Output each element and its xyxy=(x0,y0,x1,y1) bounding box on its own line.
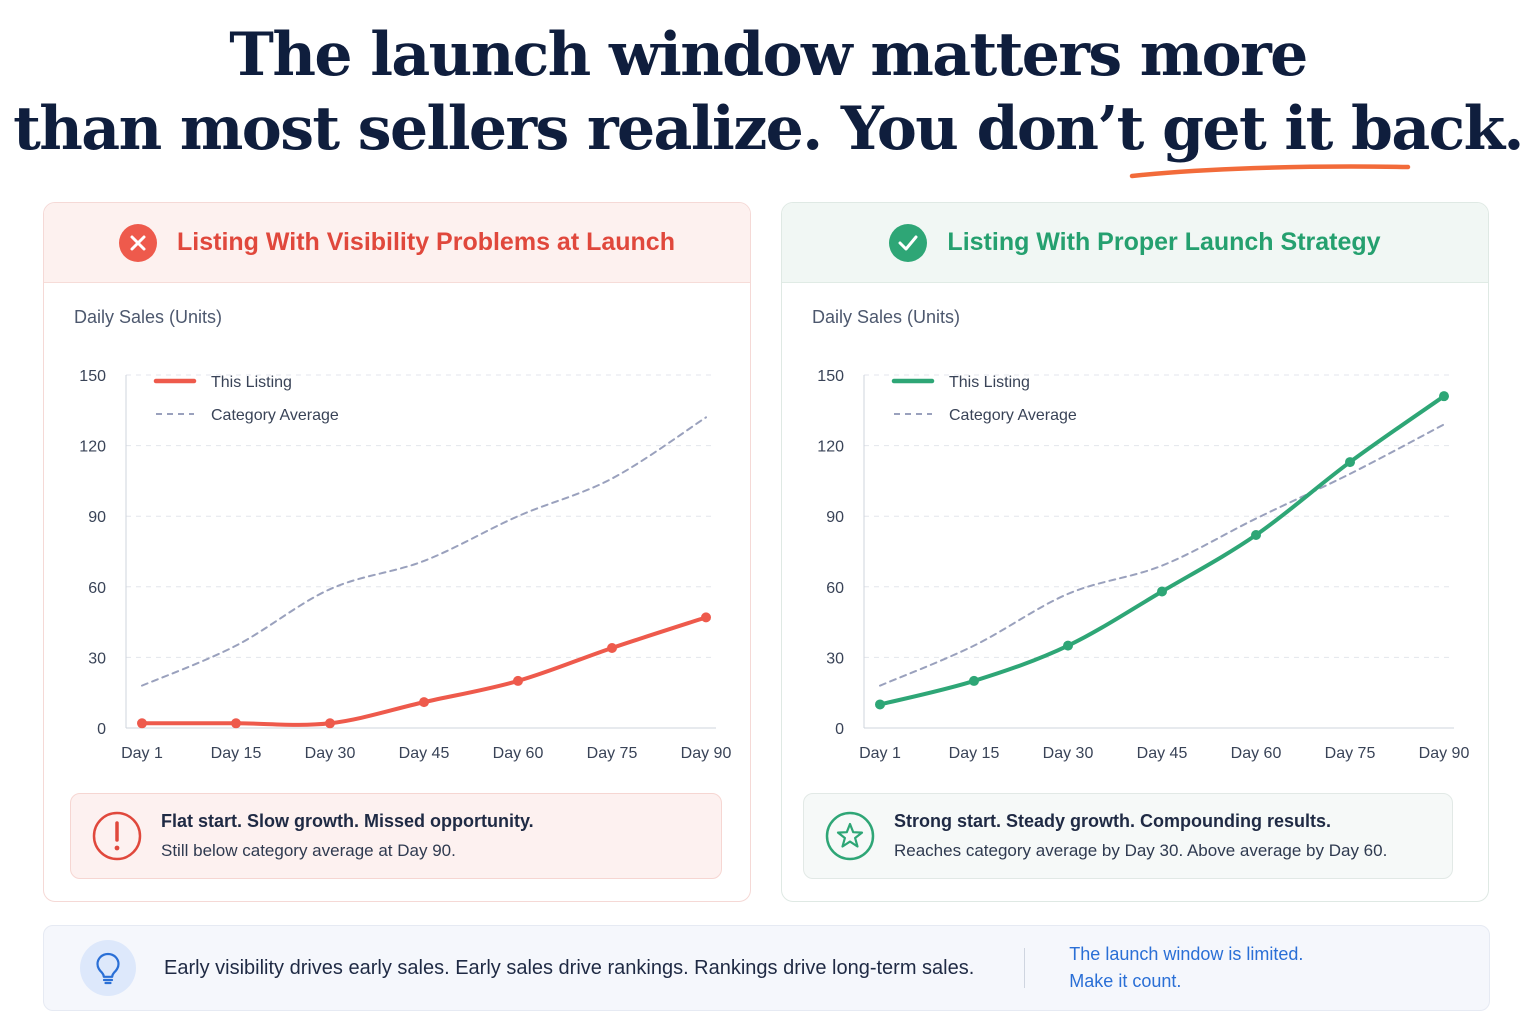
this-listing-point xyxy=(607,642,617,653)
this-listing-point xyxy=(325,718,335,729)
problem-callout: Flat start. Slow growth. Missed opportun… xyxy=(70,793,722,879)
strategy-callout: Strong start. Steady growth. Compounding… xyxy=(803,793,1453,879)
this-listing-point xyxy=(419,697,429,708)
legend-label: Category Average xyxy=(949,407,1077,424)
headline: The launch window matters more than most… xyxy=(0,18,1536,166)
y-tick-label: 0 xyxy=(835,721,844,738)
x-tick-label: Day 60 xyxy=(493,745,544,762)
headline-line-2: than most sellers realize. You don’t get… xyxy=(0,92,1536,166)
x-tick-label: Day 75 xyxy=(1325,745,1376,762)
takeaway-cta-line-2: Make it count. xyxy=(1069,971,1182,991)
y-tick-label: 120 xyxy=(817,439,844,456)
this-listing-line xyxy=(878,394,1446,707)
strategy-sales-chart: 0 30 60 90 120 150 Day 1 Day 15 Day 30 Day 45 Day … xyxy=(817,368,1470,762)
y-tick-label: 90 xyxy=(88,509,106,526)
legend-label: This Listing xyxy=(211,374,292,391)
alert-circle-icon xyxy=(92,811,142,861)
chart-title: Daily Sales (Units) xyxy=(74,307,223,327)
x-tick-label: Day 30 xyxy=(1043,745,1094,762)
problem-callout-detail: Still below category average at Day 90. xyxy=(161,841,456,860)
this-listing-point xyxy=(513,675,523,686)
y-tick-label: 60 xyxy=(826,580,844,597)
headline-line-1: The launch window matters more xyxy=(229,20,1308,90)
problem-panel-header: Listing With Visibility Problems at Laun… xyxy=(44,203,750,283)
this-listing-point xyxy=(1439,391,1449,402)
check-circle-icon xyxy=(889,223,928,262)
headline-emphasis: get it back. xyxy=(1162,94,1524,164)
takeaway-bar: Early visibility drives early sales. Ear… xyxy=(43,925,1490,1011)
this-listing-point xyxy=(1063,640,1073,651)
star-circle-icon xyxy=(825,811,875,861)
strategy-callout-detail: Reaches category average by Day 30. Abov… xyxy=(894,841,1388,860)
headline-underline-stroke xyxy=(1129,164,1411,179)
strategy-panel-title: Listing With Proper Launch Strategy xyxy=(947,228,1381,256)
strategy-callout-headline: Strong start. Steady growth. Compounding… xyxy=(894,811,1332,831)
y-tick-label: 120 xyxy=(79,439,106,456)
this-listing-point xyxy=(875,699,885,710)
takeaway-cta: The launch window is limited. Make it co… xyxy=(1069,941,1303,995)
y-tick-label: 150 xyxy=(817,368,844,385)
takeaway-cta-line-1: The launch window is limited. xyxy=(1069,944,1304,964)
problem-launch-panel: Listing With Visibility Problems at Laun… xyxy=(43,202,751,902)
problem-callout-headline: Flat start. Slow growth. Missed opportun… xyxy=(161,811,534,831)
x-tick-label: Day 90 xyxy=(681,745,732,762)
this-listing-point xyxy=(137,718,147,729)
category-average-line xyxy=(141,416,707,687)
x-tick-label: Day 30 xyxy=(305,745,356,762)
this-listing-point xyxy=(1251,530,1261,541)
chart-title: Daily Sales (Units) xyxy=(812,307,961,327)
x-tick-label: Day 15 xyxy=(949,745,1000,762)
lightbulb-icon xyxy=(80,940,136,996)
x-tick-label: Day 90 xyxy=(1419,745,1470,762)
problem-sales-chart: 0 30 60 90 120 150 Day 1 Day 15 Day 30 Day 45 Day … xyxy=(79,368,732,762)
y-tick-label: 0 xyxy=(97,721,106,738)
strategy-panel-header: Listing With Proper Launch Strategy xyxy=(782,203,1488,283)
this-listing-point xyxy=(969,675,979,686)
legend-label: Category Average xyxy=(211,407,339,424)
y-tick-label: 30 xyxy=(826,650,844,667)
this-listing-point xyxy=(231,718,241,729)
x-tick-label: Day 45 xyxy=(399,745,450,762)
y-tick-label: 60 xyxy=(88,580,106,597)
x-tick-label: Day 45 xyxy=(1137,745,1188,762)
strategy-launch-panel: Listing With Proper Launch Strategy Dail… xyxy=(781,202,1489,902)
takeaway-text: Early visibility drives early sales. Ear… xyxy=(164,956,975,979)
x-circle-icon xyxy=(119,223,157,262)
x-tick-label: Day 60 xyxy=(1231,745,1282,762)
this-listing-point xyxy=(1345,457,1355,468)
x-tick-label: Day 15 xyxy=(211,745,262,762)
problem-panel-title: Listing With Visibility Problems at Laun… xyxy=(177,228,675,256)
y-tick-label: 90 xyxy=(826,509,844,526)
x-tick-label: Day 1 xyxy=(121,745,163,762)
x-tick-label: Day 1 xyxy=(859,745,901,762)
headline-line-2-start: than most sellers realize. You don’t xyxy=(13,94,1163,164)
x-tick-label: Day 75 xyxy=(587,745,638,762)
category-average-line xyxy=(879,423,1445,687)
this-listing-point xyxy=(1157,586,1167,597)
takeaway-divider xyxy=(1024,948,1026,988)
y-tick-label: 30 xyxy=(88,650,106,667)
y-tick-label: 150 xyxy=(79,368,106,385)
legend-label: This Listing xyxy=(949,374,1030,391)
this-listing-point xyxy=(701,612,711,623)
this-listing-line xyxy=(140,615,708,727)
